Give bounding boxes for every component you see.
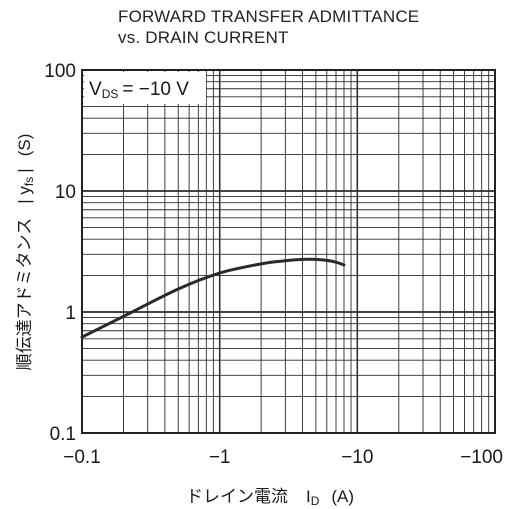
x-tick-label: −0.1 — [63, 447, 101, 468]
plot-frame — [81, 69, 496, 434]
series-line-0 — [80, 257, 346, 339]
plot-area — [82, 70, 495, 433]
y-tick-label: 1 — [65, 303, 76, 324]
x-tick-label: −1 — [209, 447, 231, 468]
x-tick-label: −10 — [341, 447, 373, 468]
x-tick-labels: −0.1 −1 −10 −100 — [63, 447, 503, 468]
svg-text:順伝達アドミタンス| yfs|(S): 順伝達アドミタンス | yfs | (S) — [15, 134, 36, 371]
x-axis-label-text: ドレイン電流 — [186, 487, 288, 506]
x-tick-label: −100 — [460, 447, 503, 468]
y-tick-label: 0.1 — [50, 424, 76, 445]
series-layer — [80, 257, 346, 339]
condition-label: VDS = −10 V — [89, 79, 189, 101]
y-axis-label-text: 順伝達アドミタンス — [15, 218, 34, 371]
y-tick-label: 10 — [55, 182, 76, 203]
y-tick-label: 100 — [44, 61, 76, 82]
x-axis-subscript: D — [311, 494, 320, 508]
y-axis-label: 順伝達アドミタンス | yfs | (S) — [15, 134, 36, 371]
y-axis-symbol: | y — [15, 186, 34, 204]
x-axis-label: ドレイン電流 ID (A) — [186, 487, 354, 508]
x-axis-unit: (A) — [331, 487, 354, 506]
grid — [82, 70, 495, 433]
condition-box-bg — [84, 72, 206, 104]
condition-box: VDS = −10 V — [84, 72, 206, 104]
y-axis-symbol-close: | — [15, 168, 34, 172]
x-axis-symbol: I — [306, 487, 311, 506]
chart-title-line-1: FORWARD TRANSFER ADMITTANCE — [118, 7, 419, 26]
condition-subscript: DS — [102, 87, 119, 101]
y-axis-subscript: fs — [22, 177, 36, 186]
chart-title-line-2: vs. DRAIN CURRENT — [118, 28, 289, 47]
condition-value: = −10 V — [122, 79, 189, 100]
y-tick-labels: 0.1 1 10 100 — [44, 61, 76, 445]
y-axis-unit: (S) — [15, 134, 34, 157]
condition-symbol: V — [89, 79, 102, 100]
